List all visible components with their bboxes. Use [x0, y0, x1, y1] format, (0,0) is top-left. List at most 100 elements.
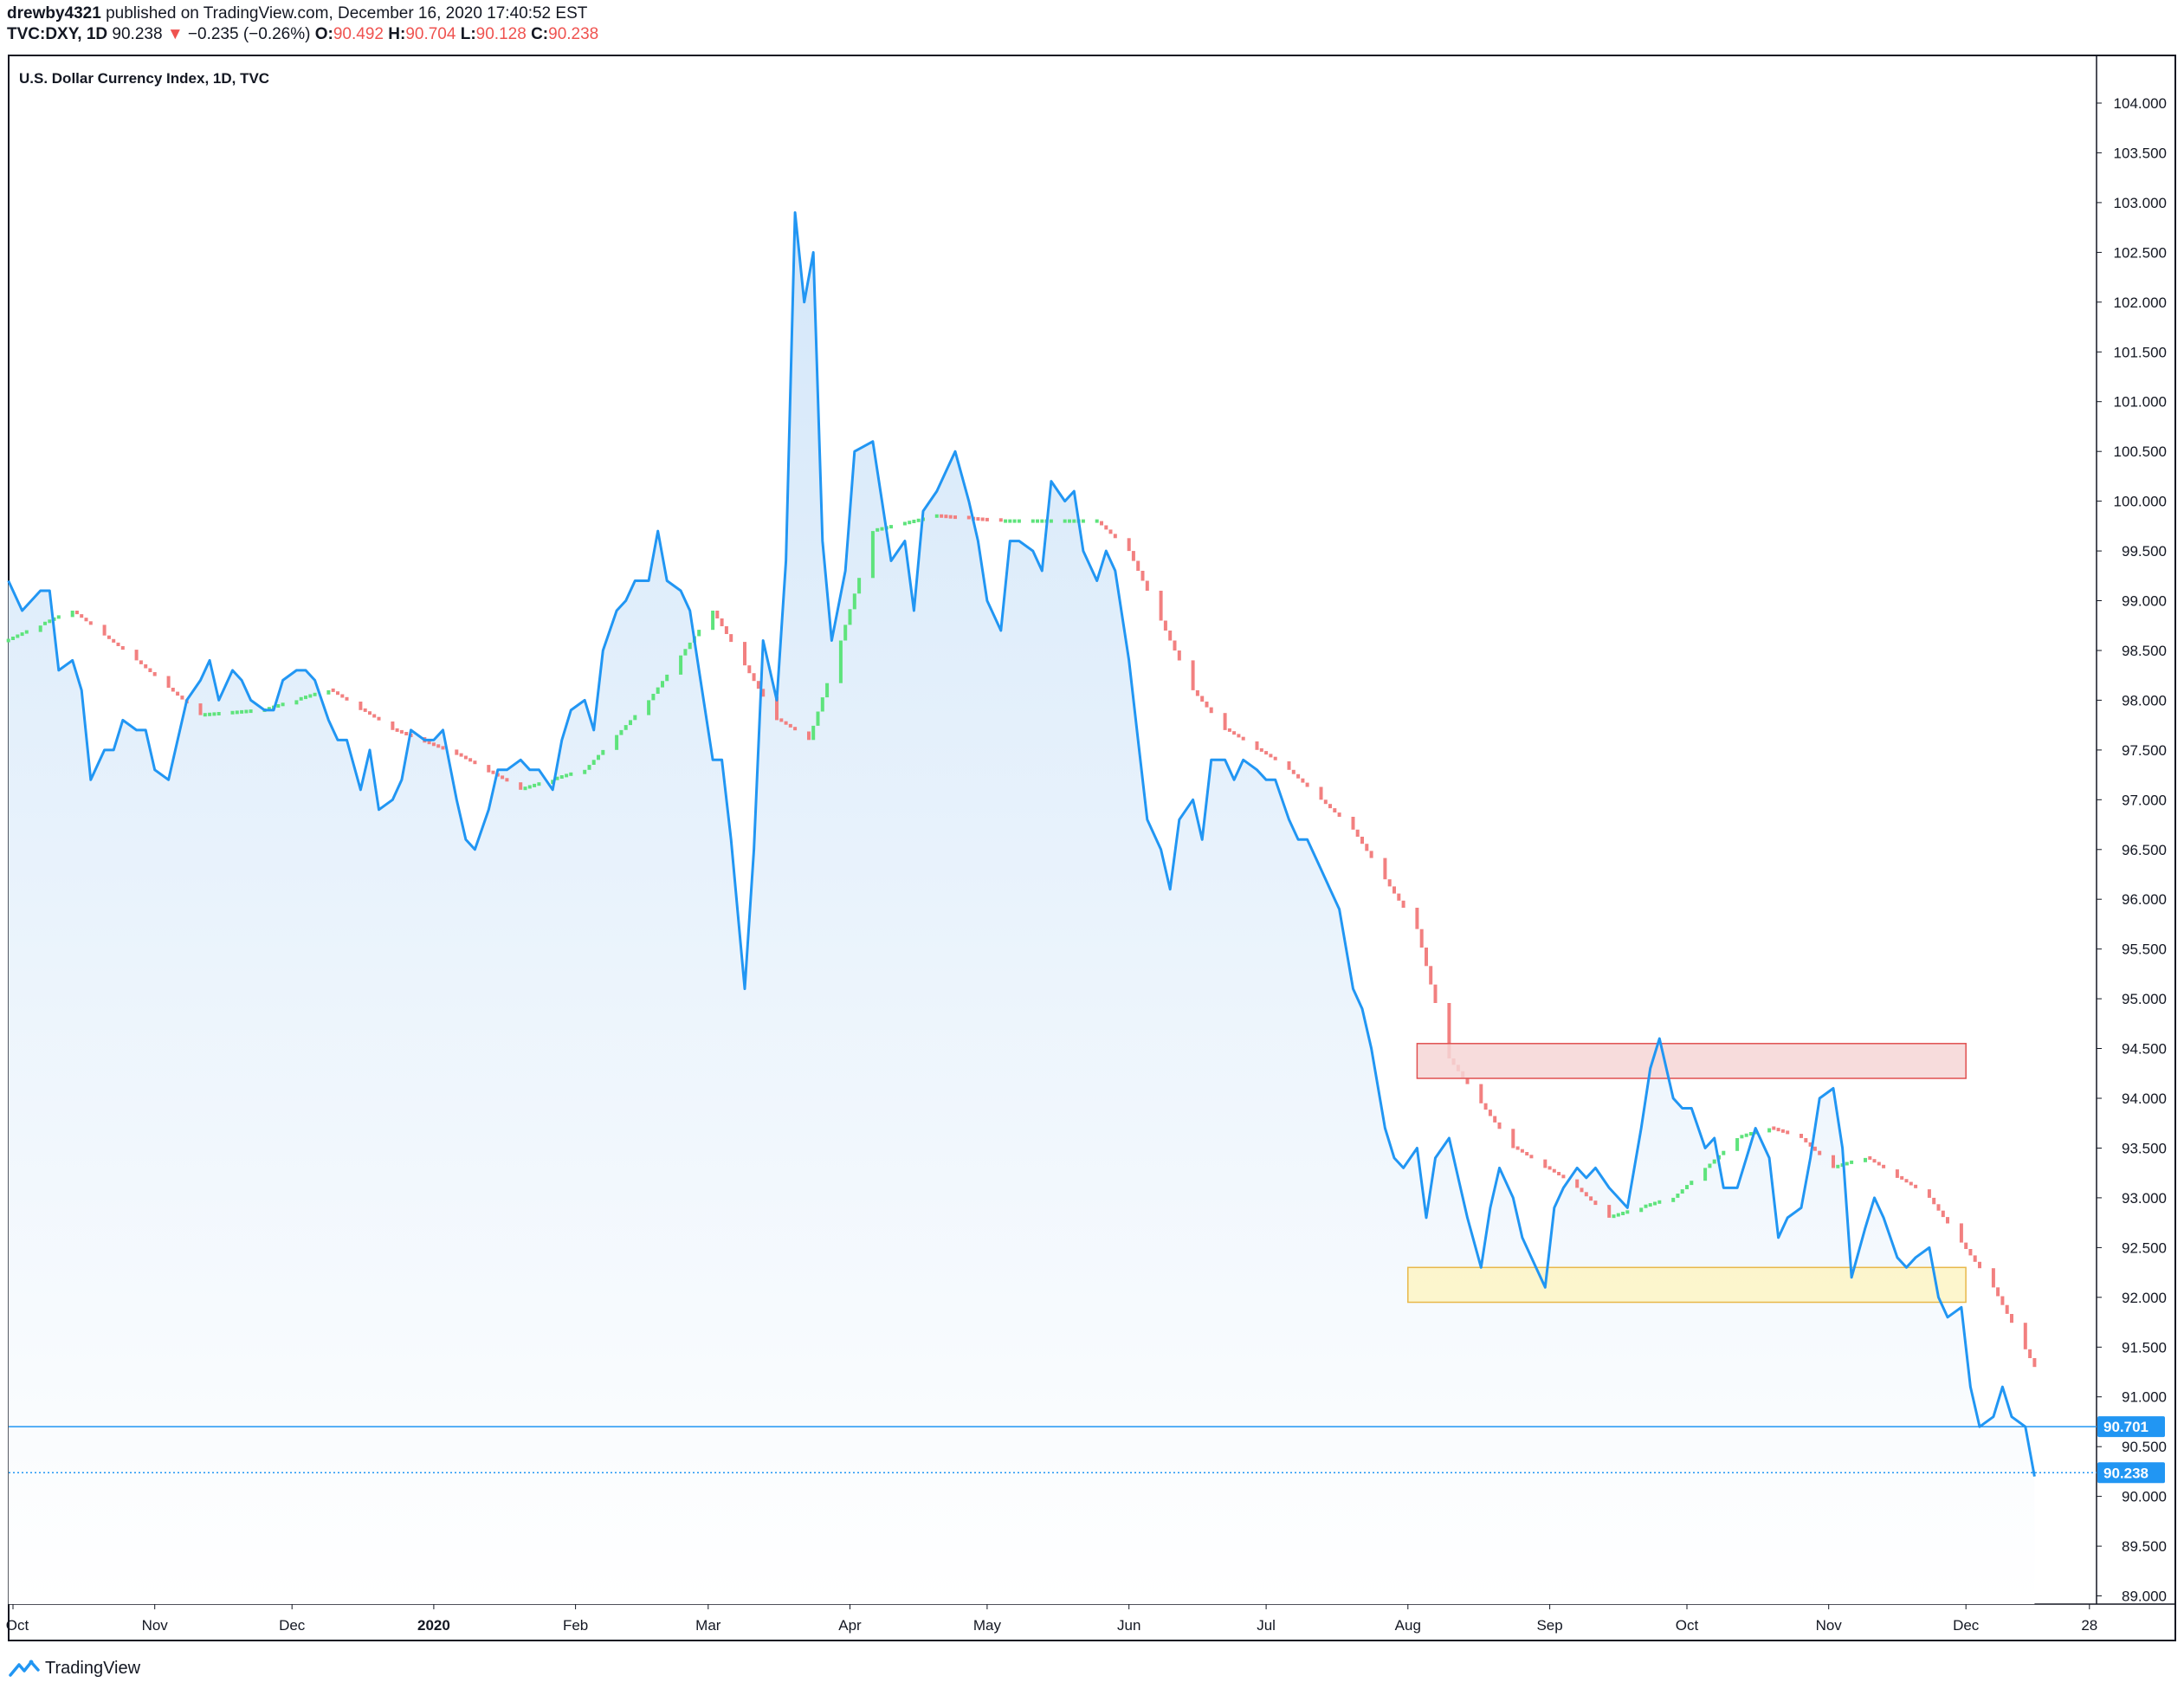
- chart-title: U.S. Dollar Currency Index, 1D, TVC: [19, 70, 269, 87]
- ma-step: [1081, 519, 1085, 523]
- ma-step: [1529, 1155, 1534, 1159]
- price-label-box: [2097, 1416, 2165, 1438]
- y-tick-label: 97.000: [2122, 792, 2167, 808]
- ma-step: [624, 725, 628, 730]
- ma-step: [537, 782, 541, 786]
- ma-step: [1744, 1133, 1748, 1137]
- ma-step: [1548, 1166, 1552, 1170]
- red-zone[interactable]: [1416, 1043, 1967, 1079]
- ma-step: [1333, 808, 1337, 812]
- price-area: [8, 212, 2035, 1604]
- ma-step: [1978, 1261, 1981, 1269]
- y-tick-label: 102.000: [2114, 294, 2167, 311]
- y-tick-label: 100.500: [2114, 443, 2167, 460]
- ma-step: [1401, 900, 1405, 908]
- ma-step: [1996, 1287, 2000, 1297]
- ma-step: [1273, 756, 1277, 760]
- ma-step: [1140, 571, 1145, 581]
- y-tick-label: 96.500: [2122, 842, 2167, 858]
- ma-step: [1159, 591, 1163, 621]
- ma-step: [1772, 1126, 1776, 1130]
- ma-step: [838, 640, 843, 683]
- ma-step: [1063, 519, 1067, 523]
- ma-step: [1291, 769, 1296, 774]
- ma-step: [24, 630, 29, 634]
- ma-step: [1493, 1116, 1497, 1123]
- ma-step: [1648, 1203, 1652, 1207]
- ma-step: [363, 708, 367, 712]
- ma-step: [902, 521, 907, 526]
- y-tick-label: 103.500: [2114, 145, 2167, 161]
- y-tick-label: 101.500: [2114, 344, 2167, 360]
- ma-step: [1740, 1135, 1744, 1139]
- price-axis[interactable]: 89.000 89.500 90.000 90.500 91.000 91.500 92.0…: [2097, 95, 2167, 1605]
- ma-step: [1497, 1122, 1502, 1129]
- ma-step: [1621, 1212, 1625, 1215]
- ma-step: [144, 664, 148, 669]
- ma-step: [1936, 1204, 1941, 1211]
- author-name[interactable]: drewby4321: [7, 4, 101, 23]
- x-tick-label: May: [973, 1617, 1002, 1634]
- down-arrow-icon: ▼: [166, 25, 184, 43]
- y-tick-label: 92.500: [2122, 1239, 2167, 1256]
- change-value: −0.235 (−0.26%): [187, 25, 311, 43]
- ma-step: [1177, 650, 1181, 661]
- low-label: L:: [460, 25, 476, 43]
- ma-step: [848, 609, 852, 625]
- ma-step: [198, 703, 203, 715]
- ma-step: [633, 715, 637, 721]
- ma-step: [944, 514, 948, 519]
- ma-step: [473, 760, 477, 765]
- ma-step: [1049, 519, 1053, 523]
- ma-step: [1264, 751, 1269, 755]
- ma-step: [976, 517, 980, 521]
- ma-step: [587, 765, 591, 770]
- ma-step: [1287, 761, 1291, 770]
- ma-step: [359, 702, 363, 710]
- price-labels: 90.701 90.238: [2097, 1416, 2165, 1484]
- ma-step: [1323, 799, 1328, 805]
- publish-line: drewby4321 published on TradingView.com,…: [7, 3, 598, 24]
- ma-step: [1593, 1200, 1598, 1206]
- ma-step: [43, 621, 47, 625]
- ma-step: [235, 710, 239, 715]
- ma-step: [74, 611, 79, 615]
- ma-step: [2023, 1323, 2027, 1349]
- ma-step: [1786, 1130, 1790, 1135]
- ma-step: [2032, 1358, 2037, 1368]
- zones: [1407, 1043, 1967, 1304]
- yellow-zone[interactable]: [1407, 1266, 1967, 1304]
- ma-step: [747, 665, 752, 674]
- ma-step: [427, 741, 431, 745]
- ma-step: [1712, 1159, 1716, 1164]
- ma-step: [436, 744, 441, 748]
- ma-step: [1882, 1164, 1886, 1168]
- ma-step: [1036, 519, 1039, 523]
- ma-step: [1200, 696, 1205, 702]
- y-tick-label: 91.500: [2122, 1339, 2167, 1356]
- ma-step: [304, 696, 307, 700]
- ma-step: [1191, 660, 1195, 690]
- ma-step: [1657, 1200, 1662, 1204]
- ma-step: [1941, 1210, 1945, 1218]
- x-tick-label: Apr: [838, 1617, 862, 1634]
- price-area-fill: [8, 212, 2035, 1604]
- ma-step: [793, 727, 798, 731]
- ma-step: [601, 749, 605, 755]
- ma-step: [825, 683, 830, 698]
- ma-step: [985, 517, 989, 521]
- ma-step: [1520, 1149, 1524, 1153]
- time-axis[interactable]: Oct Nov Dec 2020 Feb Mar Apr May Jun Jul Aug Sep Oct…: [6, 1604, 2097, 1634]
- tradingview-brand[interactable]: TradingView: [9, 1659, 140, 1679]
- y-tick-label: 94.500: [2122, 1041, 2167, 1058]
- ma-step: [720, 618, 724, 626]
- brand-label: TradingView: [45, 1659, 141, 1678]
- symbol-label: TVC:DXY, 1D: [7, 25, 108, 43]
- ma-step: [816, 711, 820, 726]
- last-price: 90.238: [112, 25, 163, 43]
- ma-step: [1607, 1205, 1612, 1218]
- ma-step: [948, 514, 953, 519]
- ma-step: [591, 760, 596, 765]
- ma-step: [134, 650, 139, 661]
